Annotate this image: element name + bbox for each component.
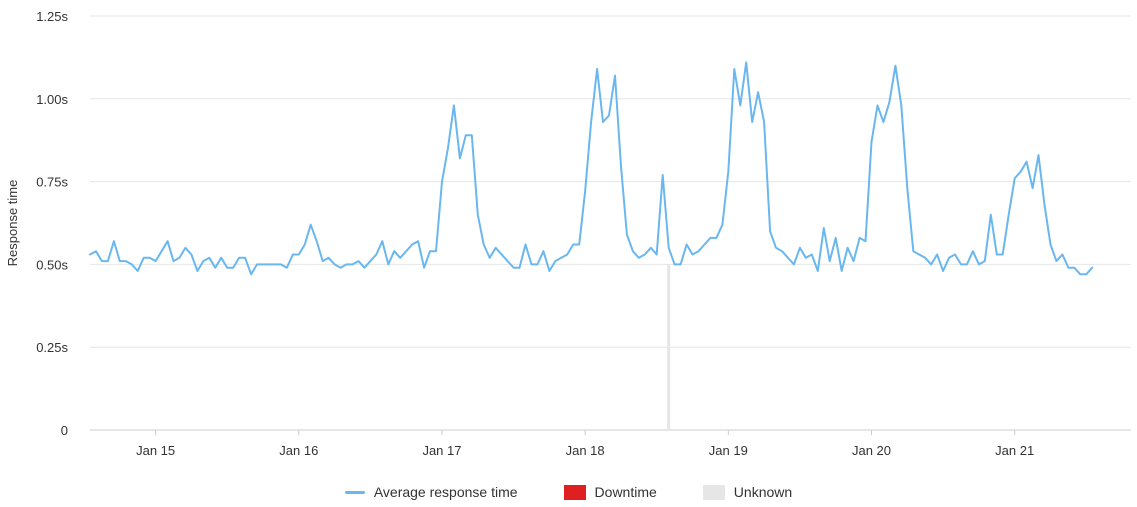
x-tick-label: Jan 21 — [995, 443, 1034, 458]
average-response-swatch — [344, 490, 365, 494]
x-tick-label: Jan 17 — [422, 443, 461, 458]
average-response-time-line[interactable] — [89, 61, 1094, 276]
grid-lines — [90, 15, 1131, 431]
unknown-period-marker[interactable] — [667, 264, 671, 430]
chart-legend: Average response time Downtime Unknown — [0, 481, 1137, 503]
y-tick-label: 0.25s — [36, 340, 68, 355]
legend-label-unknown: Unknown — [733, 484, 793, 500]
legend-item-downtime[interactable]: Downtime — [563, 484, 657, 500]
y-tick-label: 0 — [61, 423, 68, 438]
x-tick-label: Jan 18 — [566, 443, 605, 458]
y-tick-label: 1.00s — [36, 92, 68, 107]
legend-label-downtime: Downtime — [594, 484, 657, 500]
y-tick-label: 0.50s — [36, 257, 68, 272]
unknown-swatch — [702, 484, 725, 500]
y-axis-tick-labels: 0 0.25s 0.50s 0.75s 1.00s 1.25s — [36, 9, 68, 438]
legend-item-unknown[interactable]: Unknown — [702, 484, 793, 500]
x-tick-label: Jan 15 — [136, 443, 175, 458]
y-tick-label: 1.25s — [36, 9, 68, 24]
downtime-swatch — [563, 484, 586, 500]
y-tick-label: 0.75s — [36, 175, 68, 190]
legend-item-average[interactable]: Average response time — [344, 484, 518, 500]
x-axis-tick-labels: Jan 15 Jan 16 Jan 17 Jan 18 Jan 19 Jan 20 Jan … — [136, 430, 1034, 458]
x-tick-label: Jan 19 — [709, 443, 748, 458]
data-points — [89, 61, 1093, 275]
y-axis-label: Response time — [5, 180, 20, 267]
x-tick-label: Jan 16 — [279, 443, 318, 458]
x-tick-label: Jan 20 — [852, 443, 891, 458]
legend-label-average: Average response time — [373, 484, 518, 500]
